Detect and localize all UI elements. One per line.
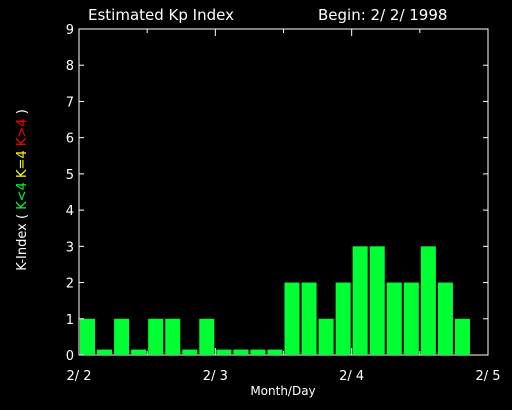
y-tick-label: 5 [66,168,74,183]
chart-title: Estimated Kp Index [88,6,234,24]
kp-bar [114,318,130,355]
kp-bar [182,349,198,355]
kp-bar [386,282,402,355]
y-axis-label-main: K-Index [15,223,30,271]
kp-bar [165,318,181,355]
kp-bar [301,282,317,355]
y-axis-label-high: K>4 [15,118,30,146]
y-tick-label: 4 [66,204,74,219]
y-axis-label-close: ) [15,109,30,114]
y-axis-label-open: ( [15,214,30,219]
y-tick-label: 6 [66,132,74,147]
kp-bar [131,349,147,355]
kp-bar [318,318,334,355]
y-tick-label: 9 [66,23,74,38]
begin-date-label: Begin: 2/ 2/ 1998 [318,6,447,24]
kp-bar [352,246,368,355]
y-axis-label-mid: K=4 [15,150,30,178]
kp-bar [284,282,300,355]
x-axis-ticks: 2/ 2 2/ 3 2/ 4 2/ 5 [66,29,501,384]
y-axis-label-low: K<4 [15,182,30,210]
kp-bar [97,349,113,355]
kp-bar [420,246,436,355]
x-tick-label: 2/ 5 [475,369,500,384]
x-tick-label: 2/ 3 [203,369,228,384]
y-tick-label: 3 [66,240,74,255]
kp-bar [250,349,266,355]
y-tick-label: 1 [66,313,74,328]
bars-group [80,246,470,355]
kp-bar [216,349,232,355]
x-axis-label: Month/Day [250,384,315,398]
y-axis-label: K-Index ( K<4 K=4 K>4 ) [15,109,30,271]
kp-bar [233,349,249,355]
x-tick-label: 2/ 2 [66,369,91,384]
kp-bar [369,246,385,355]
kp-bar [80,318,96,355]
y-tick-label: 0 [66,349,74,364]
kp-bar [403,282,419,355]
y-axis-ticks: 0 1 2 3 4 5 6 7 8 9 [66,23,488,364]
y-tick-label: 2 [66,277,74,292]
y-tick-label: 7 [66,95,74,110]
kp-bar [199,318,215,355]
kp-bar [454,318,470,355]
x-tick-label: 2/ 4 [339,369,364,384]
kp-bar [437,282,453,355]
kp-bar [148,318,164,355]
kp-bar [267,349,283,355]
y-tick-label: 8 [66,59,74,74]
kp-bar [335,282,351,355]
